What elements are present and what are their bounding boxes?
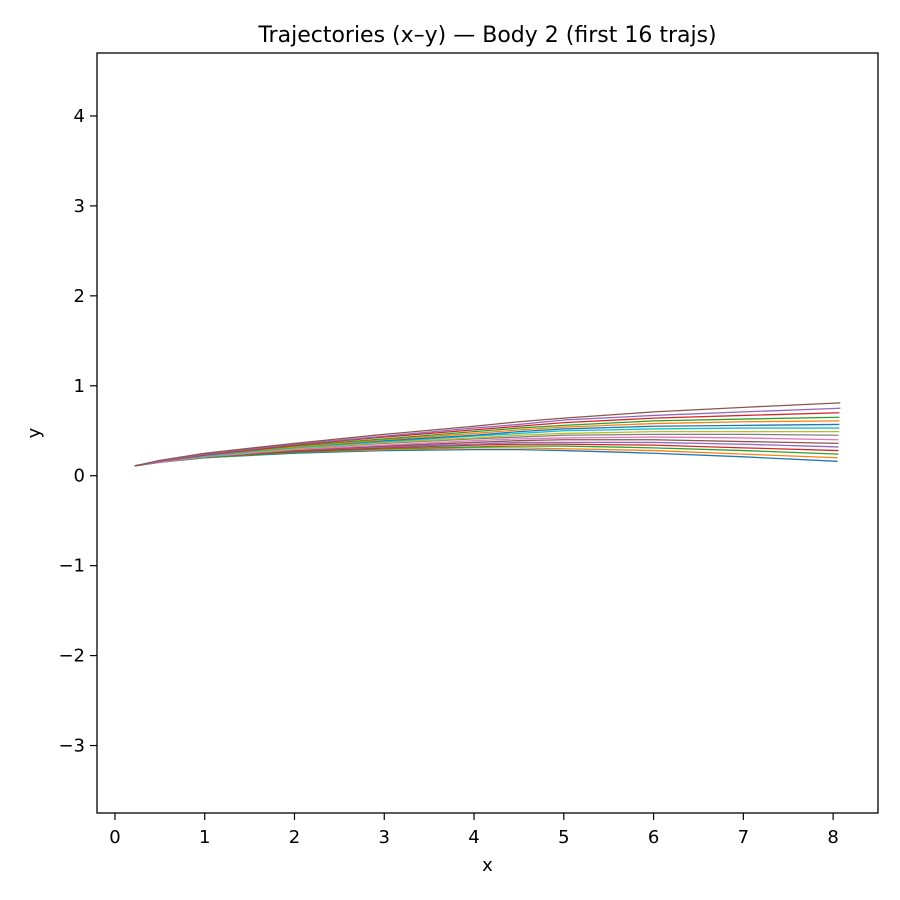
y-tick-label: −2	[58, 646, 85, 667]
y-tick-label: 1	[74, 376, 85, 397]
x-tick-label: 7	[738, 827, 749, 848]
trajectory-line-15	[134, 407, 841, 467]
trajectory-lines	[134, 402, 841, 467]
x-tick-label: 3	[379, 827, 390, 848]
y-tick-label: 4	[74, 106, 85, 127]
trajectory-line-16	[134, 402, 841, 467]
x-tick-label: 1	[199, 827, 210, 848]
plot-frame	[96, 52, 879, 814]
y-tick-label: 2	[74, 286, 85, 307]
x-axis-ticks: 0 1 2 3 4 5 6 7 8	[109, 813, 839, 848]
x-tick-label: 4	[468, 827, 479, 848]
y-axis-label: y	[24, 427, 45, 438]
y-tick-label: 3	[74, 196, 85, 217]
x-tick-label: 6	[648, 827, 659, 848]
x-tick-label: 8	[827, 827, 838, 848]
x-axis-label: x	[482, 855, 493, 876]
x-tick-label: 2	[289, 827, 300, 848]
y-tick-label: −3	[58, 736, 85, 757]
x-tick-label: 0	[109, 827, 120, 848]
trajectory-line-7	[134, 436, 839, 467]
trajectory-line-14	[134, 412, 840, 467]
x-tick-label: 5	[558, 827, 569, 848]
y-tick-label: −1	[58, 556, 85, 577]
y-tick-label: 0	[74, 466, 85, 487]
chart-title: Trajectories (x–y) — Body 2 (first 16 tr…	[257, 23, 716, 48]
y-axis-ticks: −3 −2 −1 0 1 2 3 4	[58, 106, 97, 757]
